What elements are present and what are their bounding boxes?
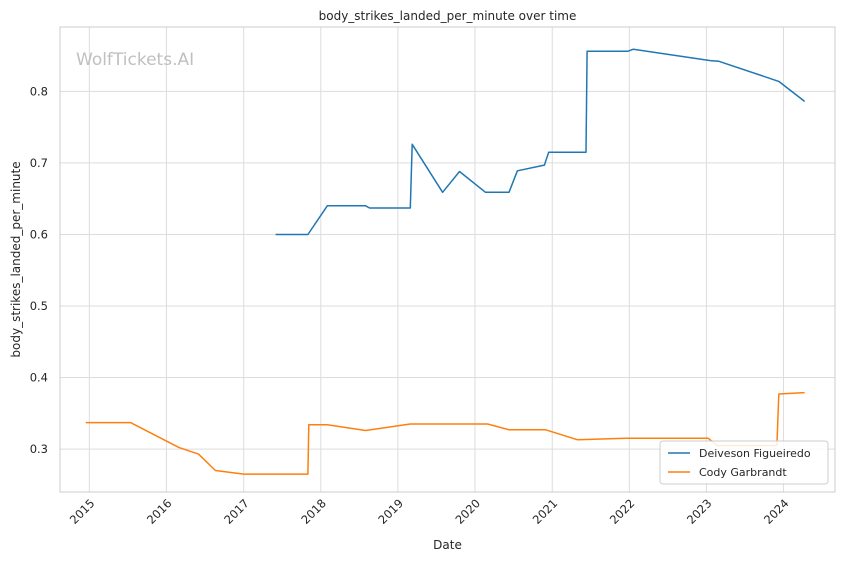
x-tick-label: 2020 bbox=[452, 496, 483, 527]
y-tick-label: 0.5 bbox=[30, 299, 48, 313]
y-tick-label: 0.3 bbox=[30, 442, 48, 456]
x-tick-label: 2016 bbox=[144, 496, 175, 527]
legend-label-figueiredo: Deiveson Figueiredo bbox=[699, 447, 811, 460]
chart-title: body_strikes_landed_per_minute over time bbox=[319, 9, 577, 23]
plot-background bbox=[60, 27, 835, 492]
y-tick-labels: 0.3 0.4 0.5 0.6 0.7 0.8 bbox=[30, 84, 48, 456]
x-tick-label: 2019 bbox=[375, 496, 406, 527]
y-tick-label: 0.6 bbox=[30, 227, 48, 241]
plot-frame bbox=[59, 26, 836, 493]
grid bbox=[60, 27, 835, 492]
x-tick-label: 2022 bbox=[607, 496, 638, 527]
watermark: WolfTickets.AI bbox=[76, 50, 194, 70]
legend-box bbox=[659, 440, 829, 485]
y-tick-label: 0.8 bbox=[30, 84, 48, 98]
x-tick-label: 2024 bbox=[761, 496, 792, 527]
legend-label-garbrandt: Cody Garbrandt bbox=[699, 466, 787, 479]
x-tick-label: 2017 bbox=[221, 496, 252, 527]
legend: Deiveson Figueiredo Cody Garbrandt bbox=[659, 440, 829, 485]
y-axis-label: body_strikes_landed_per_minute bbox=[9, 161, 23, 357]
x-tick-label: 2018 bbox=[298, 496, 329, 527]
y-tick-label: 0.7 bbox=[30, 156, 48, 170]
x-tick-label: 2021 bbox=[530, 496, 561, 527]
series-line-0 bbox=[275, 48, 806, 236]
x-tick-labels: 2015 2016 2017 2018 2019 2020 2021 2022 2023 2024 bbox=[67, 496, 792, 527]
x-tick-label: 2023 bbox=[684, 496, 715, 527]
x-axis-label: Date bbox=[433, 538, 462, 552]
x-tick-label: 2015 bbox=[67, 496, 98, 527]
y-tick-label: 0.4 bbox=[30, 371, 48, 385]
